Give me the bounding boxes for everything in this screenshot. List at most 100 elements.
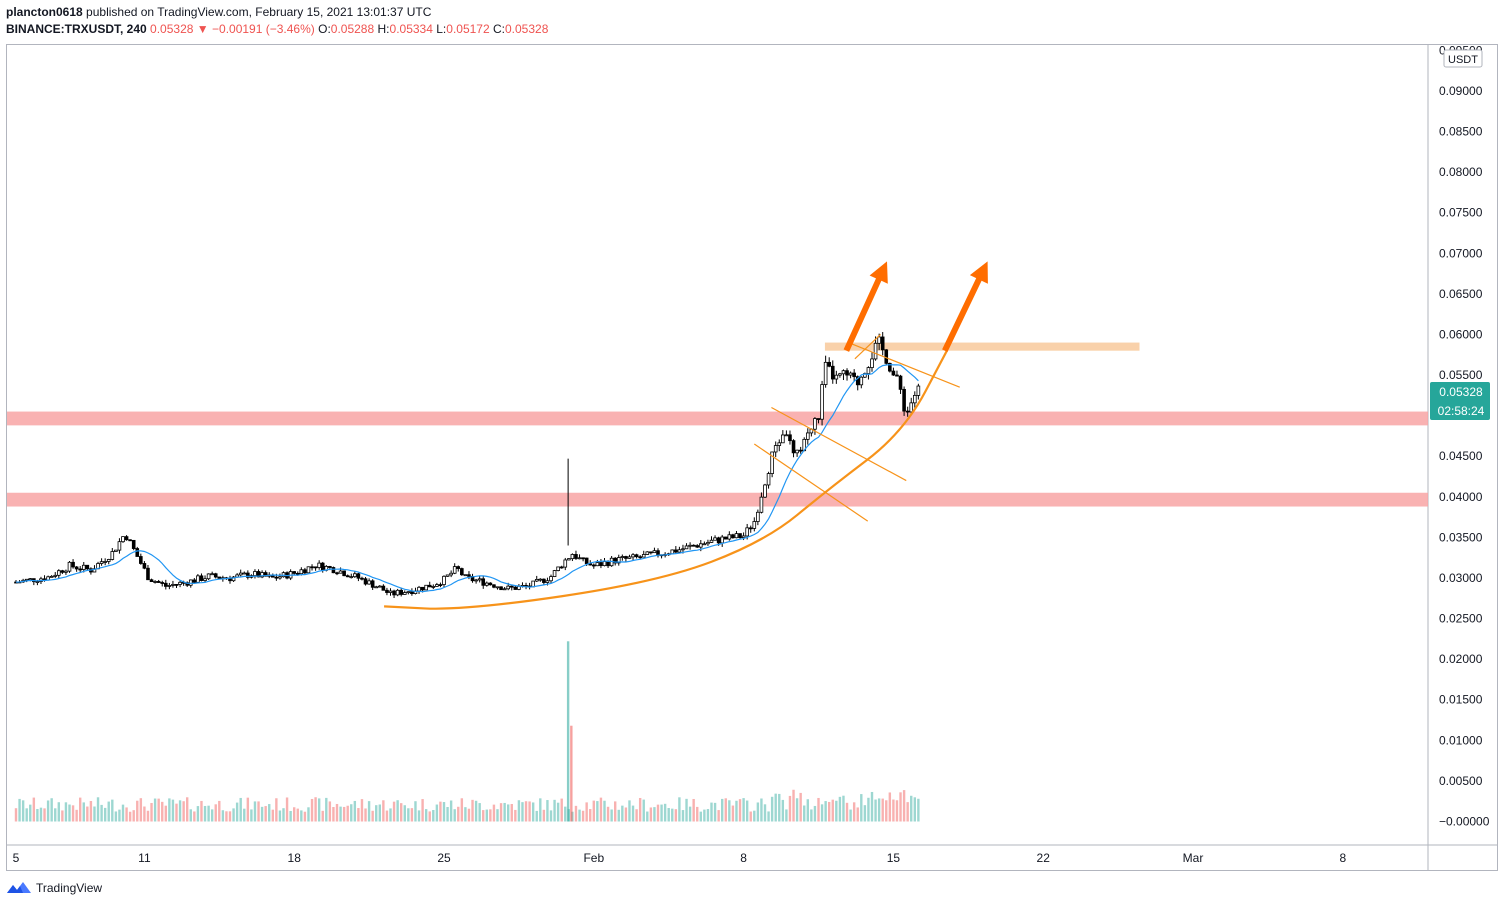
volume-bar <box>482 810 485 822</box>
candle-body <box>788 434 792 442</box>
candle-body <box>342 570 346 577</box>
volume-bar <box>524 801 528 822</box>
channel-line-1[interactable] <box>753 443 869 522</box>
candle-body <box>424 584 428 591</box>
candle-body <box>360 577 364 580</box>
volume-bar <box>910 795 913 822</box>
tradingview-footer[interactable]: TradingView <box>6 880 102 896</box>
volume-bar <box>392 801 396 822</box>
volume-bar <box>89 800 93 822</box>
volume-bar <box>29 804 32 822</box>
price-tick-label: 0.00500 <box>1439 774 1483 788</box>
volume-bar <box>168 798 171 822</box>
close-label: C: <box>493 22 505 36</box>
candle-body <box>838 373 842 376</box>
volume-bar <box>574 805 578 822</box>
volume-bar <box>278 810 282 822</box>
parabolic-curve[interactable] <box>384 350 948 610</box>
volume-bar <box>86 806 89 822</box>
volume-bar <box>667 808 670 822</box>
volume-bar <box>596 801 599 822</box>
candle-body <box>121 536 125 543</box>
candle-body <box>356 573 361 579</box>
candle-body <box>827 361 831 367</box>
volume-bar <box>182 801 185 822</box>
volume-bar <box>863 805 867 822</box>
support-zone-1[interactable] <box>7 411 1428 426</box>
publisher-name[interactable]: plancton0618 <box>6 5 83 19</box>
candle-body <box>445 574 450 577</box>
volume-bar <box>257 801 260 822</box>
candle-body <box>392 590 396 596</box>
volume-bar <box>599 797 603 822</box>
up-arrow-icon[interactable] <box>843 261 888 352</box>
candle-body <box>584 557 589 565</box>
candle-body <box>570 554 575 560</box>
candle-body <box>556 566 560 571</box>
candle-body <box>196 575 200 583</box>
volume-bar <box>107 801 110 822</box>
volume-spike <box>570 725 573 822</box>
channel-line-2[interactable] <box>771 406 907 482</box>
volume-bar <box>375 805 378 822</box>
moving-average-line[interactable] <box>15 364 919 593</box>
volume-bar <box>346 805 349 822</box>
volume-bar <box>264 806 267 822</box>
volume-bar <box>136 800 139 822</box>
volume-bar <box>492 804 496 822</box>
volume-bar <box>243 808 246 822</box>
candle-body <box>713 537 717 541</box>
volume-bar <box>831 799 834 822</box>
candle-body <box>335 572 339 575</box>
volume-bar <box>178 800 182 822</box>
volume-bar <box>535 810 538 822</box>
symbol-name[interactable]: BINANCE:TRXUSDT, 240 <box>6 22 147 36</box>
volume-bar <box>93 806 96 822</box>
volume-bar <box>688 806 692 822</box>
candle-body <box>506 585 510 590</box>
price-tick-label: 0.05500 <box>1439 368 1483 382</box>
volume-bar <box>43 808 46 822</box>
time-tick-label: 15 <box>887 851 901 865</box>
volume-bar <box>71 805 75 822</box>
candle-body <box>699 543 703 548</box>
volume-bar <box>774 793 777 822</box>
volume-bar <box>671 808 674 822</box>
candle-body <box>192 579 197 583</box>
support-zone-2[interactable] <box>7 492 1428 507</box>
candle-body <box>677 549 682 553</box>
candle-body <box>406 591 411 594</box>
candle-body <box>399 589 403 595</box>
volume-bar <box>849 809 852 822</box>
volume-bar <box>699 811 702 822</box>
volume-bar <box>389 808 392 822</box>
candle-body <box>563 559 568 568</box>
volume-bar <box>453 809 456 822</box>
volume-bar <box>663 803 667 822</box>
candle-body <box>781 434 785 444</box>
volume-bar <box>856 807 859 822</box>
currency-badge[interactable]: USDT <box>1443 49 1483 68</box>
channel-line-4[interactable] <box>854 334 881 360</box>
volume-bar <box>674 809 678 822</box>
up-arrow-icon[interactable] <box>942 261 988 352</box>
candle-body <box>806 432 810 440</box>
volume-bar <box>828 801 831 822</box>
tradingview-logo-icon <box>7 882 31 893</box>
volume-bar <box>339 806 342 822</box>
low-label: L: <box>436 22 447 36</box>
candle-body <box>213 573 218 578</box>
candle-body <box>60 570 65 573</box>
volume-bar <box>50 798 53 822</box>
resistance-zone[interactable] <box>824 342 1140 351</box>
volume-bar <box>310 798 314 822</box>
volume-bar <box>446 807 449 822</box>
channel-line-3[interactable] <box>848 342 960 388</box>
volume-bar <box>164 805 167 822</box>
candle-body <box>898 375 903 390</box>
volume-bar <box>128 811 132 822</box>
candle-body <box>773 445 778 453</box>
candle-body <box>149 579 154 583</box>
volume-bar <box>478 803 481 822</box>
